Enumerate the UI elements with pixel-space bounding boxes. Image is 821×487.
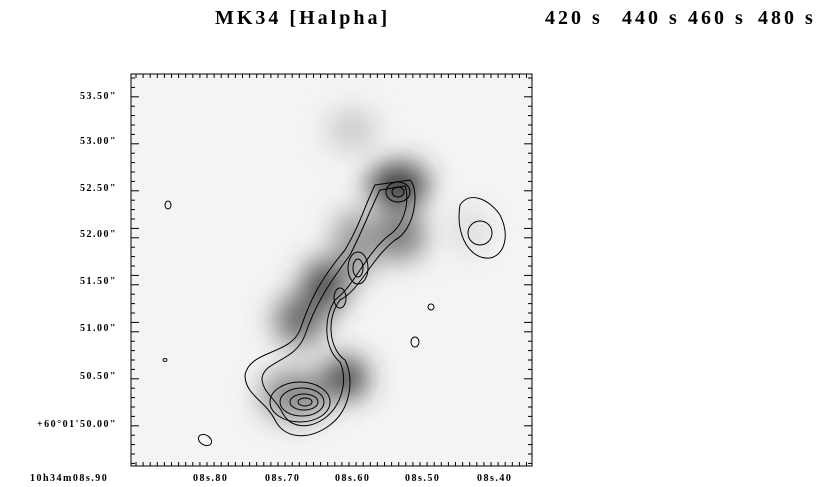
y-label: 52.00" [80, 229, 117, 240]
title-label: 420 s [545, 7, 603, 29]
image [131, 74, 532, 466]
frame [130, 73, 533, 467]
x-label: 08s.40 [477, 473, 512, 484]
y-label: 53.00" [80, 136, 117, 147]
y-label: 50.50" [80, 371, 117, 382]
title-label: 460 s [688, 7, 746, 29]
y-label: 53.50" [80, 91, 117, 102]
tick-marks [131, 74, 532, 466]
x-label: 08s.80 [193, 473, 228, 484]
x-label: 08s.60 [335, 473, 370, 484]
x-label: 08s.70 [265, 473, 300, 484]
y-label: 51.50" [80, 276, 117, 287]
x-label: 08s.50 [405, 473, 440, 484]
y-label: 52.50" [80, 183, 117, 194]
title-label: 440 s [622, 7, 680, 29]
y-label: +60°01'50.00" [37, 419, 117, 430]
title: MK34 [Halpha] [215, 7, 390, 29]
y-label: 51.00" [80, 323, 117, 334]
title-label: 480 s [758, 7, 816, 29]
x-label: 10h34m08s.90 [30, 473, 108, 484]
